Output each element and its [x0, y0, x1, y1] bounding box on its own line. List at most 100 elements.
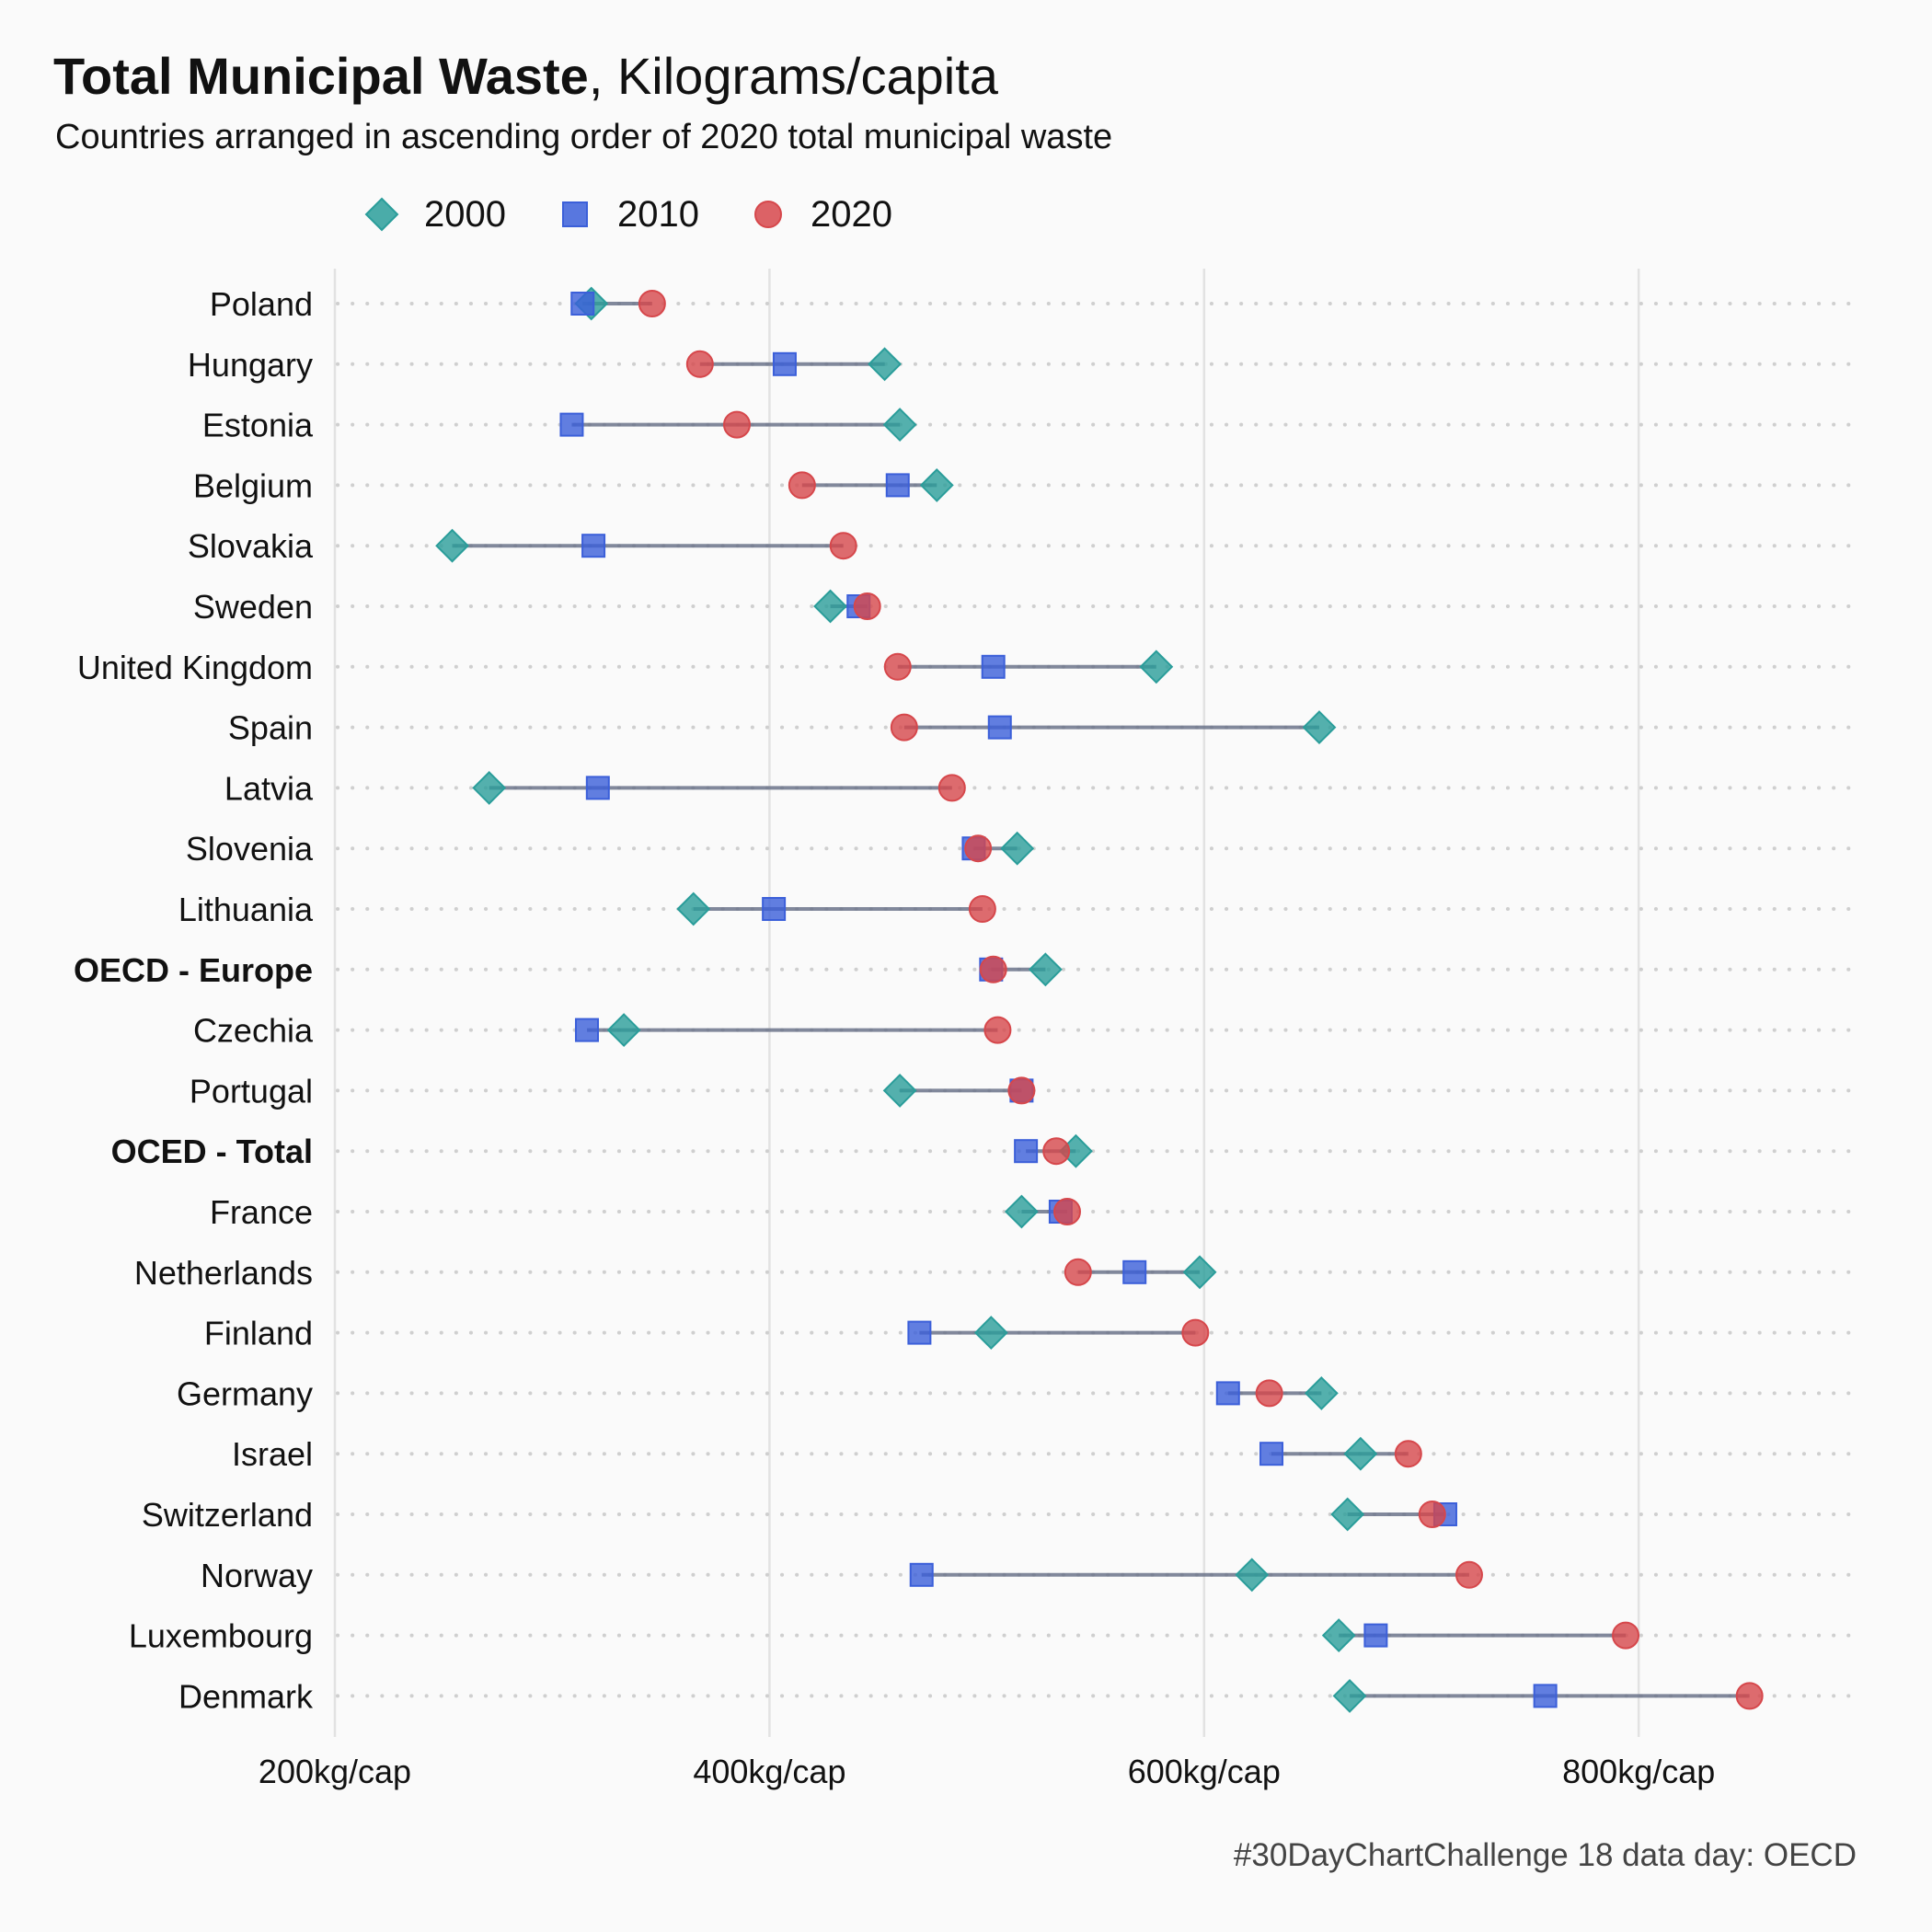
- chart-subtitle: Countries arranged in ascending order of…: [55, 118, 1113, 156]
- point-2020: [1394, 1440, 1422, 1468]
- point-2000: [868, 347, 903, 382]
- point-2000: [606, 1013, 641, 1048]
- category-label: Luxembourg: [129, 1617, 313, 1655]
- category-label: Czechia: [193, 1012, 314, 1050]
- point-2000: [1302, 710, 1337, 745]
- category-label: Slovakia: [188, 527, 314, 565]
- legend-circle-icon: [753, 201, 782, 228]
- category-label: Portugal: [190, 1072, 313, 1110]
- point-2000: [1330, 1497, 1365, 1532]
- point-2010: [885, 473, 910, 498]
- category-label: Switzerland: [142, 1496, 313, 1534]
- category-label: Belgium: [193, 466, 313, 504]
- point-2020: [890, 713, 918, 742]
- point-2020: [1064, 1258, 1092, 1286]
- point-2020: [964, 834, 993, 863]
- point-2000: [1004, 1194, 1039, 1229]
- point-2000: [882, 1073, 917, 1108]
- point-2020: [1052, 1198, 1081, 1225]
- point-2010: [1014, 1139, 1039, 1164]
- point-2000: [1000, 831, 1035, 866]
- point-2020: [1455, 1560, 1483, 1589]
- point-2010: [1363, 1623, 1388, 1648]
- point-2000: [1304, 1375, 1339, 1410]
- x-tick-label: 600kg/cap: [1128, 1753, 1281, 1790]
- point-2000: [1332, 1678, 1367, 1713]
- point-2020: [1418, 1501, 1446, 1528]
- point-2020: [1255, 1379, 1283, 1408]
- legend-item-2020: 2020: [750, 194, 892, 236]
- point-2020: [968, 895, 996, 923]
- category-label: France: [210, 1193, 313, 1231]
- point-2000: [1235, 1558, 1270, 1593]
- point-2010: [581, 534, 606, 558]
- x-tick-label: 200kg/cap: [259, 1753, 411, 1790]
- point-2000: [676, 891, 711, 926]
- point-2010: [1259, 1442, 1284, 1466]
- category-label: OCED - Total: [111, 1133, 313, 1170]
- category-label: Hungary: [188, 346, 313, 384]
- point-2000: [1321, 1618, 1356, 1653]
- legend-item-2000: 2000: [363, 194, 506, 236]
- point-2010: [585, 776, 610, 800]
- category-label: Spain: [228, 709, 313, 747]
- legend-label-2010: 2010: [616, 193, 699, 235]
- point-2000: [919, 467, 954, 502]
- point-2010: [559, 412, 584, 437]
- category-label: Lithuania: [178, 891, 314, 928]
- point-2020: [983, 1016, 1012, 1044]
- category-label: Latvia: [224, 769, 314, 807]
- point-2020: [788, 471, 816, 500]
- chart-caption: #30DayChartChallenge 18 data day: OECD: [1233, 1837, 1857, 1873]
- point-2010: [981, 654, 1006, 679]
- legend-label-2020: 2020: [810, 193, 892, 235]
- point-2000: [882, 408, 917, 443]
- point-2010: [909, 1562, 934, 1587]
- point-2010: [574, 1018, 599, 1042]
- point-2020: [1042, 1137, 1071, 1166]
- point-2010: [1215, 1381, 1240, 1406]
- category-label: United Kingdom: [77, 649, 313, 686]
- legend-label-2000: 2000: [424, 193, 506, 235]
- category-label: Sweden: [193, 588, 313, 626]
- point-2000: [1028, 952, 1063, 987]
- chart-title: Total Municipal Waste, Kilograms/capita: [53, 46, 998, 106]
- category-label: Germany: [177, 1374, 313, 1412]
- legend-diamond-icon: [364, 197, 399, 232]
- x-tick-label: 800kg/cap: [1562, 1753, 1715, 1790]
- point-2020: [1181, 1318, 1210, 1347]
- category-label: Slovenia: [186, 830, 314, 868]
- point-2020: [883, 652, 912, 681]
- category-label: Poland: [210, 285, 313, 323]
- point-2010: [1533, 1684, 1558, 1708]
- point-2000: [1182, 1255, 1217, 1290]
- point-2020: [937, 774, 966, 802]
- point-2010: [772, 351, 797, 376]
- category-label: Finland: [204, 1315, 313, 1352]
- point-2010: [570, 292, 595, 316]
- legend-item-2010: 2010: [557, 194, 699, 236]
- point-2020: [1735, 1682, 1764, 1710]
- point-2010: [907, 1320, 932, 1345]
- point-2010: [987, 715, 1012, 740]
- point-2020: [722, 410, 751, 439]
- category-label: OECD - Europe: [74, 951, 313, 989]
- legend: 2000 2010 2020: [363, 191, 943, 237]
- x-tick-label: 400kg/cap: [693, 1753, 845, 1790]
- point-2020: [638, 290, 666, 317]
- point-2010: [1122, 1259, 1147, 1284]
- category-label: Netherlands: [134, 1254, 313, 1292]
- point-2000: [1343, 1436, 1378, 1471]
- point-2000: [1139, 650, 1174, 684]
- point-2020: [1612, 1621, 1640, 1650]
- legend-square-icon: [561, 201, 588, 227]
- category-label: Denmark: [178, 1677, 314, 1715]
- point-2000: [813, 589, 847, 624]
- point-2000: [973, 1316, 1008, 1351]
- chart-title-bold: Total Municipal Waste: [53, 47, 589, 105]
- point-2020: [853, 592, 881, 620]
- chart-title-rest: , Kilograms/capita: [588, 47, 998, 105]
- category-label: Norway: [201, 1557, 313, 1594]
- category-label: Israel: [232, 1435, 313, 1473]
- point-2020: [1007, 1076, 1036, 1105]
